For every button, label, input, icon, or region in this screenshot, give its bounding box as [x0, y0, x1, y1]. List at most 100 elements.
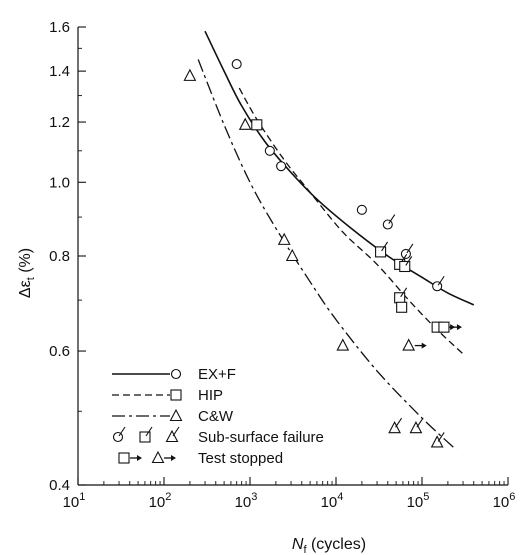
legend-marker-subsurface [139, 426, 153, 443]
stopped-arrow-head [456, 324, 462, 331]
point-circle [356, 204, 367, 215]
axis-ticks: 101 102 103 104 105 106 0.4 0.6 0.8 1.0 1.2 1.4 1.6 [49, 19, 515, 511]
square-marker [438, 321, 450, 333]
fit-curve-circle [204, 30, 475, 306]
triangle-marker [402, 338, 416, 351]
point-triangle [238, 117, 252, 130]
square-marker [170, 389, 182, 401]
triangle-marker [430, 435, 444, 448]
subsurface-tick [172, 426, 180, 437]
circle-marker [231, 59, 242, 70]
subsurface-tick [118, 426, 126, 437]
square-marker [118, 452, 130, 464]
square-marker [251, 119, 263, 131]
point-circle [382, 214, 396, 230]
triangle-marker [183, 68, 197, 81]
y-axis-label: Δεt (%) [17, 248, 37, 298]
legend-marker-subsurface [112, 426, 126, 443]
legend-marker-stopped [151, 450, 176, 464]
circle-marker [264, 145, 275, 156]
point-square [399, 256, 413, 273]
subsurface-tick [416, 417, 424, 428]
triangle-marker [285, 248, 299, 262]
subsurface-tick [145, 426, 153, 437]
subsurface-tick [437, 275, 445, 286]
fit-curves [197, 30, 475, 451]
subsurface-tick [395, 417, 403, 428]
point-triangle [336, 338, 350, 351]
legend-marker-square [170, 389, 182, 401]
point-triangle [183, 68, 197, 81]
x-tick-label: 103 [235, 491, 258, 511]
y-tick-label: 1.0 [49, 174, 70, 191]
triangle-marker [165, 429, 179, 443]
point-triangle [277, 232, 291, 245]
triangle-marker [169, 408, 183, 422]
square-marker [396, 301, 408, 313]
x-axis-label: Nf (cycles) [292, 536, 366, 555]
triangle-marker [151, 450, 165, 464]
circle-marker [170, 368, 182, 380]
fit-curve-triangle [197, 59, 457, 451]
legend-label: C&W [198, 408, 234, 425]
point-triangle [402, 338, 427, 351]
x-tick-label: 102 [149, 491, 172, 511]
data-points [183, 59, 462, 448]
triangle-marker [238, 117, 252, 130]
point-triangle [388, 417, 403, 434]
x-tick-label: 101 [63, 491, 86, 511]
y-tick-label: 0.4 [49, 477, 70, 494]
legend-label: HIP [198, 387, 223, 404]
legend-label: EX+F [198, 366, 236, 383]
point-circle [231, 59, 242, 70]
point-square [375, 241, 389, 258]
circle-marker [276, 161, 287, 172]
fit-curve-square [238, 87, 464, 355]
y-tick-label: 1.6 [49, 19, 70, 36]
triangle-marker [277, 232, 291, 245]
square-marker [394, 292, 406, 304]
legend-marker-subsurface [165, 426, 180, 443]
legend-marker-triangle [169, 408, 183, 422]
subsurface-tick [388, 214, 396, 224]
point-circle [264, 145, 275, 156]
triangle-marker [409, 421, 423, 434]
point-triangle [409, 417, 424, 434]
point-circle [276, 161, 287, 172]
stopped-arrow-head [171, 455, 176, 461]
x-tick-label: 104 [321, 491, 344, 511]
legend-label: Sub-surface failure [198, 429, 324, 446]
subsurface-tick [406, 243, 414, 254]
stopped-arrow-head [421, 342, 427, 349]
stopped-arrow-head [137, 455, 142, 461]
subsurface-tick [400, 287, 408, 298]
circle-marker [432, 281, 443, 292]
circle-marker [112, 431, 124, 443]
point-square [394, 287, 408, 304]
x-tick-label: 105 [407, 491, 430, 511]
point-circle [432, 275, 445, 292]
point-square [396, 301, 408, 313]
y-tick-label: 0.8 [49, 248, 70, 265]
square-marker [139, 431, 151, 443]
point-triangle [430, 432, 445, 448]
x-tick-label: 106 [493, 491, 516, 511]
point-circle [400, 243, 414, 259]
legend-marker-stopped [118, 452, 142, 464]
y-tick-label: 0.6 [49, 343, 70, 360]
y-tick-label: 1.4 [49, 63, 70, 80]
point-square [251, 119, 263, 131]
circle-marker [382, 219, 393, 230]
y-tick-label: 1.2 [49, 114, 70, 131]
legend-marker-circle [170, 368, 182, 380]
point-square [438, 321, 462, 333]
legend: EX+F HIP C&W Sub-surface failure Test stoppe… [112, 366, 324, 467]
circle-marker [400, 248, 411, 259]
square-marker [399, 260, 411, 273]
triangle-marker [336, 338, 350, 351]
subsurface-tick [381, 241, 389, 252]
point-triangle [285, 248, 299, 262]
subsurface-tick [437, 432, 445, 442]
triangle-marker [388, 421, 401, 434]
